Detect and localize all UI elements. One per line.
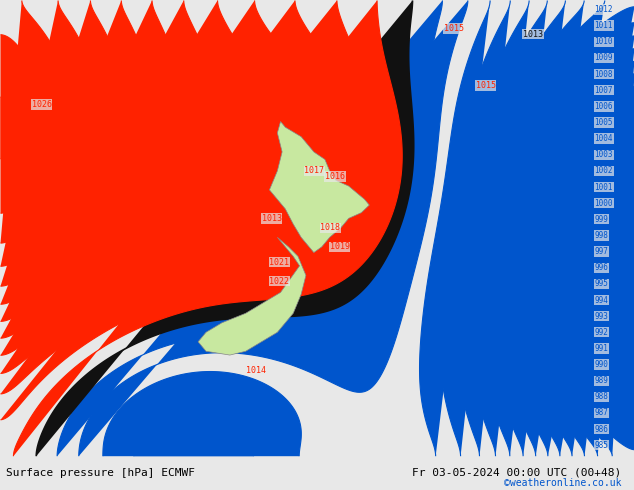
Text: 1003: 1003 — [595, 150, 613, 159]
Text: 1013: 1013 — [262, 214, 281, 223]
Text: 1002: 1002 — [595, 167, 613, 175]
Text: 998: 998 — [595, 231, 608, 240]
Text: 1000: 1000 — [595, 198, 613, 208]
Text: 992: 992 — [595, 328, 608, 337]
Text: 1013: 1013 — [523, 30, 543, 39]
Text: 1001: 1001 — [595, 183, 613, 192]
Text: 994: 994 — [595, 295, 608, 304]
Text: 985: 985 — [595, 441, 608, 450]
Text: 991: 991 — [595, 344, 608, 353]
Text: 1007: 1007 — [595, 86, 613, 95]
Text: 1018: 1018 — [320, 223, 340, 232]
Text: 989: 989 — [595, 376, 608, 385]
Text: 1009: 1009 — [595, 53, 613, 62]
Text: 988: 988 — [595, 392, 608, 401]
Text: 990: 990 — [595, 360, 608, 369]
Text: 996: 996 — [595, 263, 608, 272]
Text: 1006: 1006 — [595, 102, 613, 111]
Text: 1026: 1026 — [32, 100, 52, 109]
Text: 1019: 1019 — [330, 243, 350, 251]
Polygon shape — [198, 237, 306, 355]
Text: 986: 986 — [595, 425, 608, 434]
Text: 1022: 1022 — [269, 276, 290, 286]
Text: 999: 999 — [595, 215, 608, 224]
Text: Surface pressure [hPa] ECMWF: Surface pressure [hPa] ECMWF — [6, 467, 195, 478]
Text: 993: 993 — [595, 312, 608, 320]
Text: 1014: 1014 — [246, 366, 266, 375]
Text: 1010: 1010 — [595, 37, 613, 46]
Text: 1011: 1011 — [595, 21, 613, 30]
Polygon shape — [269, 122, 370, 252]
Text: 1012: 1012 — [595, 5, 613, 14]
Text: 1004: 1004 — [595, 134, 613, 143]
Text: 997: 997 — [595, 247, 608, 256]
Text: 1008: 1008 — [595, 70, 613, 78]
Text: 1017: 1017 — [304, 167, 325, 175]
Text: 1005: 1005 — [595, 118, 613, 127]
Text: 1015: 1015 — [444, 24, 464, 33]
Text: 987: 987 — [595, 409, 608, 417]
Text: ©weatheronline.co.uk: ©weatheronline.co.uk — [504, 478, 621, 488]
Text: 995: 995 — [595, 279, 608, 288]
Text: 1015: 1015 — [476, 81, 496, 90]
Text: 1021: 1021 — [269, 258, 290, 267]
Text: 1016: 1016 — [325, 172, 345, 181]
Text: Fr 03-05-2024 00:00 UTC (00+48): Fr 03-05-2024 00:00 UTC (00+48) — [412, 467, 621, 478]
